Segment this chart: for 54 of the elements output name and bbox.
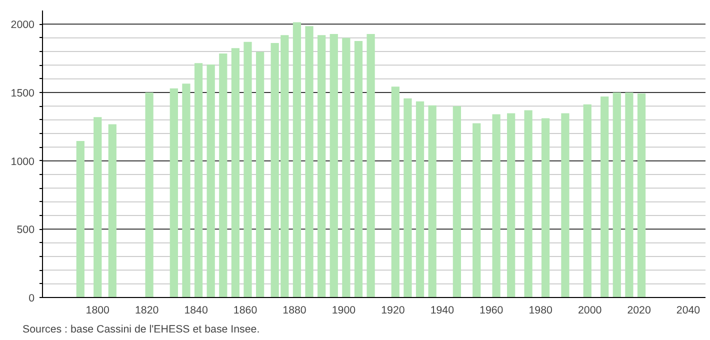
bar bbox=[428, 105, 436, 298]
bar bbox=[108, 124, 116, 298]
bar bbox=[305, 26, 314, 298]
x-tick-label: 1820 bbox=[134, 304, 159, 316]
bar bbox=[492, 114, 500, 298]
bar bbox=[507, 113, 516, 298]
x-tick-label: 1920 bbox=[381, 304, 405, 316]
bar bbox=[292, 22, 302, 298]
bar bbox=[354, 40, 363, 298]
bar bbox=[524, 110, 532, 298]
bar bbox=[182, 84, 190, 298]
bar bbox=[206, 64, 215, 298]
bar bbox=[170, 88, 178, 298]
x-tick-label: 1860 bbox=[233, 304, 258, 316]
bar bbox=[404, 98, 412, 298]
y-tick-label: 2000 bbox=[10, 19, 35, 32]
bar bbox=[219, 54, 228, 298]
y-tick-label: 1000 bbox=[10, 156, 35, 168]
bar bbox=[600, 96, 609, 298]
bar bbox=[452, 106, 461, 298]
bar bbox=[318, 35, 326, 298]
x-tick-label: 1980 bbox=[528, 304, 553, 316]
bar bbox=[76, 141, 84, 298]
source-note: Sources : base Cassini de l'EHESS et base Insee. bbox=[22, 324, 260, 336]
bar bbox=[342, 38, 350, 298]
bar bbox=[472, 123, 481, 298]
bar bbox=[541, 118, 550, 298]
bar bbox=[391, 86, 400, 298]
x-tick-label: 1900 bbox=[332, 304, 356, 316]
bar bbox=[244, 42, 252, 298]
bar bbox=[416, 101, 424, 298]
bar bbox=[625, 92, 634, 298]
x-tick-label: 2040 bbox=[676, 304, 700, 316]
bar bbox=[330, 34, 338, 298]
bar bbox=[256, 52, 264, 298]
bar bbox=[561, 113, 570, 298]
x-tick-label: 2000 bbox=[578, 304, 602, 316]
bar bbox=[583, 104, 592, 298]
bar bbox=[94, 117, 102, 298]
x-tick-label: 1960 bbox=[480, 304, 504, 316]
x-tick-label: 1840 bbox=[184, 304, 208, 316]
y-tick-label: 1500 bbox=[10, 88, 35, 100]
x-tick-label: 1800 bbox=[86, 304, 110, 316]
bar bbox=[231, 48, 240, 298]
x-tick-label: 1880 bbox=[282, 304, 306, 316]
y-tick-label: 500 bbox=[16, 224, 35, 236]
bar bbox=[366, 34, 375, 298]
y-tick-label: 0 bbox=[28, 292, 35, 304]
x-tick-label: 1940 bbox=[430, 304, 454, 316]
bar bbox=[145, 92, 154, 298]
bar bbox=[637, 93, 646, 298]
bar bbox=[612, 92, 621, 298]
x-tick-label: 2020 bbox=[627, 304, 651, 316]
bar bbox=[194, 63, 203, 298]
